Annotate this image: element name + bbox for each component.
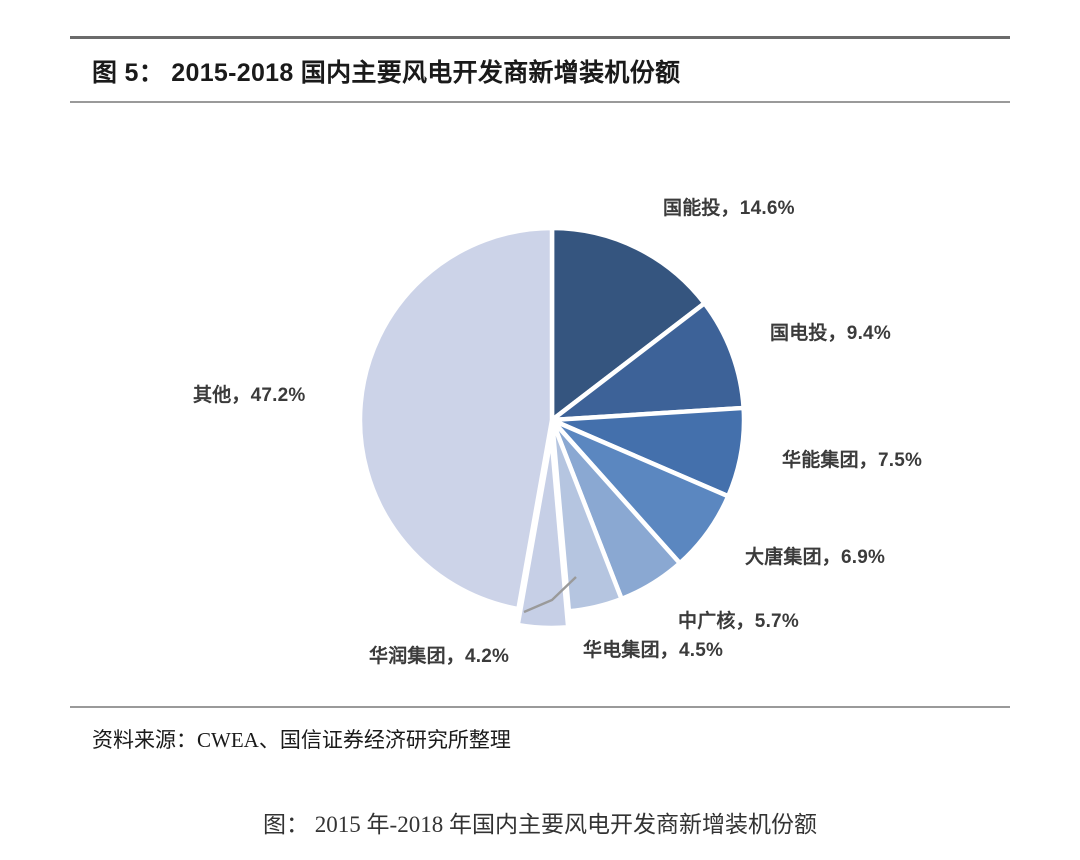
source-text: 资料来源：CWEA、国信证券经济研究所整理: [92, 728, 511, 752]
pie-chart: 国能投，14.6% 国电投，9.4% 华能集团，7.5% 大唐集团，6.9% 中…: [0, 130, 1080, 690]
figure-header: 图 5： 2015-2018 国内主要风电开发商新增装机份额: [70, 36, 1010, 103]
figure-title: 图 5： 2015-2018 国内主要风电开发商新增装机份额: [92, 59, 681, 87]
pie-slice: [515, 433, 571, 631]
header-bottom-rule: [70, 101, 1010, 103]
leader-line-huarun: [523, 576, 577, 614]
pie-label-guonengtou: 国能投，14.6%: [663, 198, 795, 219]
pie-label-guodiantou: 国电投，9.4%: [770, 323, 891, 344]
figure-caption: 图： 2015 年-2018 年国内主要风电开发商新增装机份额: [263, 812, 817, 837]
pie-chart-svg: [357, 225, 747, 631]
pie-slice: [549, 301, 746, 423]
pie-label-huadian: 华电集团，4.5%: [583, 640, 724, 661]
header-top-rule: [70, 36, 1010, 39]
pie-label-huaneng: 华能集团，7.5%: [782, 450, 923, 471]
pie-label-zhongguanghe: 中广核，5.7%: [678, 611, 799, 632]
pie-label-datang: 大唐集团，6.9%: [745, 547, 886, 568]
pie-slice: [549, 225, 707, 423]
pie-slice: [357, 225, 555, 612]
source-top-rule: [70, 706, 1010, 708]
pie-label-huarun: 华润集团，4.2%: [369, 646, 510, 667]
pie-label-qita: 其他，47.2%: [193, 385, 306, 406]
source-block: 资料来源：CWEA、国信证券经济研究所整理: [70, 706, 1010, 754]
pie-slice-group: [357, 225, 747, 631]
